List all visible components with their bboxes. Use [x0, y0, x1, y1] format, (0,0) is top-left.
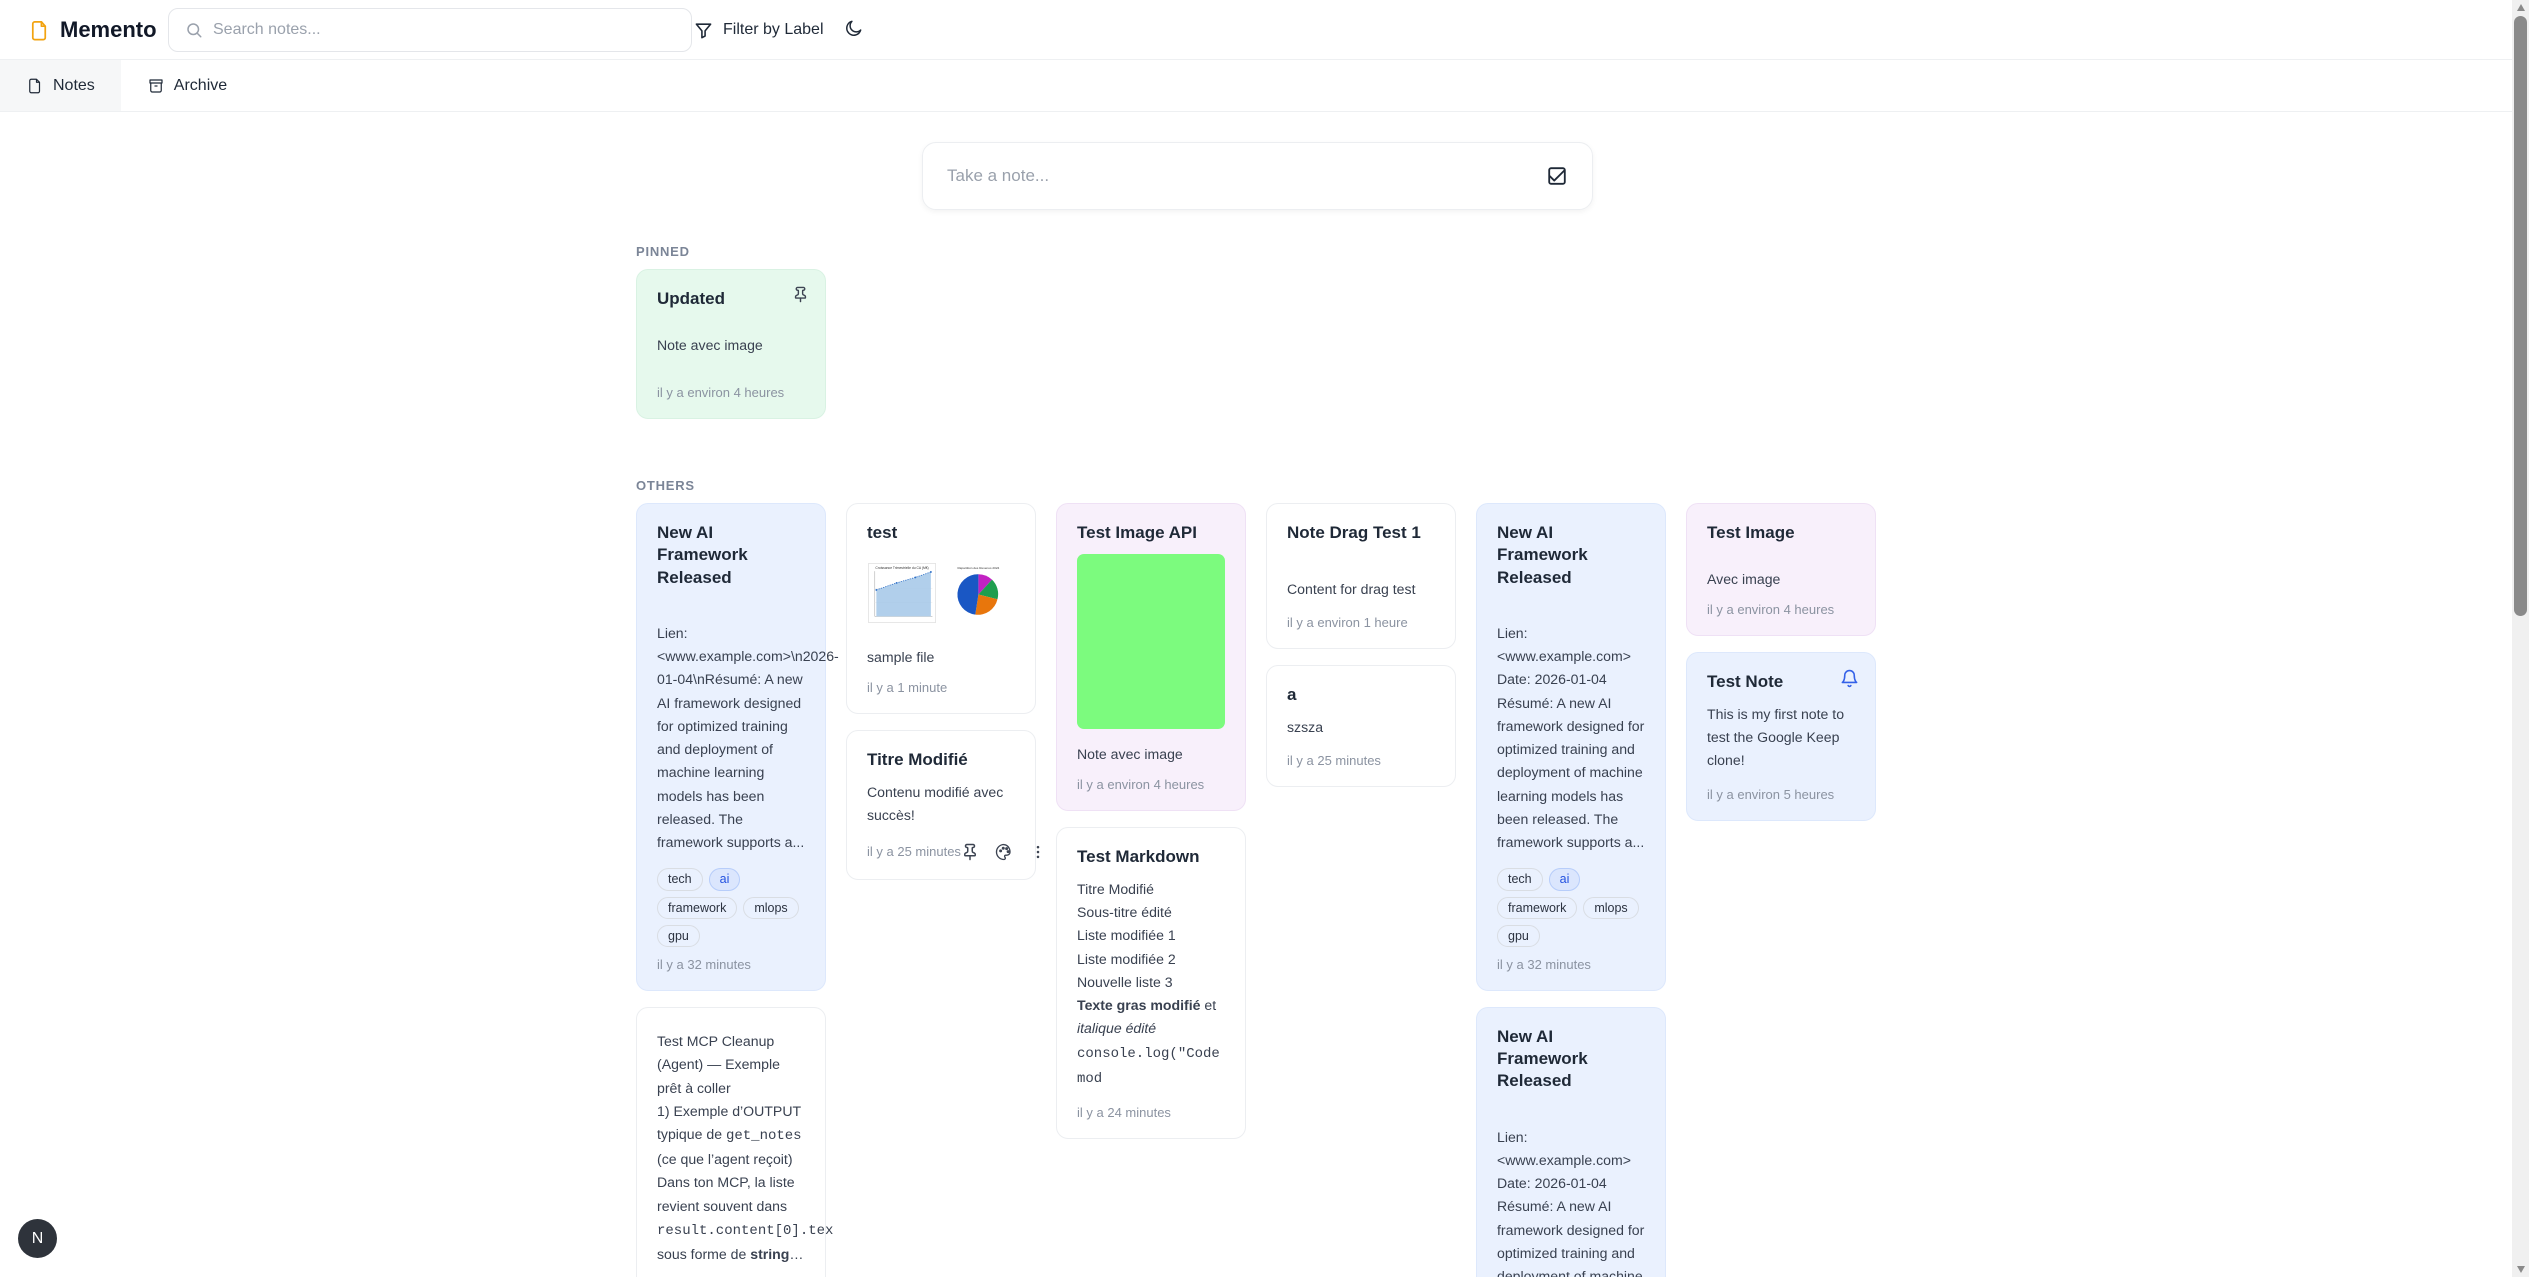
svg-text:Croissance Trimestrielle du CA: Croissance Trimestrielle du CA (M€): [875, 566, 928, 570]
svg-text:Répartition des Revenus 2024: Répartition des Revenus 2024: [957, 566, 999, 570]
